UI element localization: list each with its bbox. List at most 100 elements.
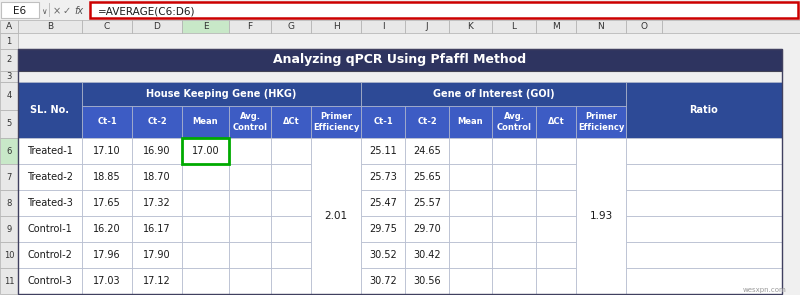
Bar xyxy=(182,138,229,164)
Text: L: L xyxy=(511,22,517,31)
Text: Ct-2: Ct-2 xyxy=(147,117,167,127)
Bar xyxy=(0,82,18,110)
Bar xyxy=(536,190,576,216)
Bar xyxy=(229,138,271,164)
Text: 30.72: 30.72 xyxy=(369,276,397,286)
Bar xyxy=(229,268,271,294)
Text: D: D xyxy=(154,22,161,31)
Bar xyxy=(271,20,311,33)
Text: 17.90: 17.90 xyxy=(143,250,171,260)
Bar xyxy=(492,106,536,138)
Text: B: B xyxy=(47,22,53,31)
Text: 3: 3 xyxy=(6,72,12,81)
Bar xyxy=(311,138,361,294)
Bar xyxy=(361,20,405,33)
Bar xyxy=(626,164,782,190)
Bar xyxy=(405,106,449,138)
Bar xyxy=(492,242,536,268)
Text: G: G xyxy=(287,22,294,31)
Bar xyxy=(18,138,82,164)
Text: 29.70: 29.70 xyxy=(413,224,441,234)
Text: 9: 9 xyxy=(6,224,12,234)
Bar xyxy=(492,164,536,190)
Text: Mean: Mean xyxy=(458,117,483,127)
Text: House Keeping Gene (HKG): House Keeping Gene (HKG) xyxy=(146,89,297,99)
Bar xyxy=(576,138,626,294)
Bar xyxy=(361,164,405,190)
Bar xyxy=(49,3,50,17)
Bar xyxy=(82,138,132,164)
Text: Primer
Efficiency: Primer Efficiency xyxy=(313,112,359,132)
Bar xyxy=(82,106,132,138)
Text: 17.96: 17.96 xyxy=(93,250,121,260)
Bar xyxy=(0,20,18,33)
Text: Control-2: Control-2 xyxy=(27,250,73,260)
Bar xyxy=(182,268,229,294)
Bar xyxy=(182,138,229,164)
Bar xyxy=(82,20,132,33)
Bar xyxy=(361,268,405,294)
Bar xyxy=(449,268,492,294)
Text: 17.65: 17.65 xyxy=(93,198,121,208)
Bar xyxy=(0,33,18,49)
Bar xyxy=(449,242,492,268)
Text: 4: 4 xyxy=(6,91,12,101)
Bar xyxy=(271,164,311,190)
Bar xyxy=(18,49,782,71)
Text: Treated-1: Treated-1 xyxy=(27,146,73,156)
Bar xyxy=(82,82,361,106)
Text: ✓: ✓ xyxy=(63,6,71,16)
Text: K: K xyxy=(467,22,474,31)
Text: 11: 11 xyxy=(4,276,14,286)
Text: 30.52: 30.52 xyxy=(369,250,397,260)
Bar xyxy=(82,242,132,268)
Bar xyxy=(182,216,229,242)
Bar xyxy=(626,190,782,216)
Bar xyxy=(311,20,361,33)
Bar xyxy=(182,190,229,216)
Bar xyxy=(18,49,782,294)
Text: E: E xyxy=(202,22,208,31)
Bar xyxy=(182,164,229,190)
Text: 30.56: 30.56 xyxy=(413,276,441,286)
Text: 1.93: 1.93 xyxy=(590,211,613,221)
Bar xyxy=(229,242,271,268)
Text: 25.11: 25.11 xyxy=(369,146,397,156)
Text: C: C xyxy=(104,22,110,31)
Bar xyxy=(536,216,576,242)
Text: 2.01: 2.01 xyxy=(325,211,347,221)
Bar xyxy=(361,82,626,106)
Bar xyxy=(536,164,576,190)
Bar xyxy=(0,49,18,71)
Text: Gene of Interest (GOI): Gene of Interest (GOI) xyxy=(433,89,554,99)
Bar xyxy=(449,216,492,242)
Text: H: H xyxy=(333,22,339,31)
Bar xyxy=(1,2,39,18)
Text: 8: 8 xyxy=(6,199,12,207)
Text: Mean: Mean xyxy=(193,117,218,127)
Bar xyxy=(0,138,18,164)
Bar xyxy=(0,242,18,268)
Text: Ct-1: Ct-1 xyxy=(373,117,393,127)
Text: 25.47: 25.47 xyxy=(369,198,397,208)
Bar xyxy=(229,164,271,190)
Bar xyxy=(449,20,492,33)
Bar xyxy=(576,20,626,33)
Bar xyxy=(405,20,449,33)
Text: 1: 1 xyxy=(6,37,12,45)
Text: 5: 5 xyxy=(6,119,12,129)
Text: I: I xyxy=(382,22,384,31)
Text: 25.57: 25.57 xyxy=(413,198,441,208)
Bar xyxy=(492,190,536,216)
Text: 10: 10 xyxy=(4,250,14,260)
Bar xyxy=(132,164,182,190)
Text: Ratio: Ratio xyxy=(690,105,718,115)
Bar xyxy=(536,138,576,164)
Text: E6: E6 xyxy=(14,6,26,16)
Bar xyxy=(662,20,800,33)
Text: 6: 6 xyxy=(6,147,12,155)
Bar xyxy=(405,216,449,242)
Text: Treated-3: Treated-3 xyxy=(27,198,73,208)
Bar xyxy=(18,242,82,268)
Text: 17.10: 17.10 xyxy=(93,146,121,156)
